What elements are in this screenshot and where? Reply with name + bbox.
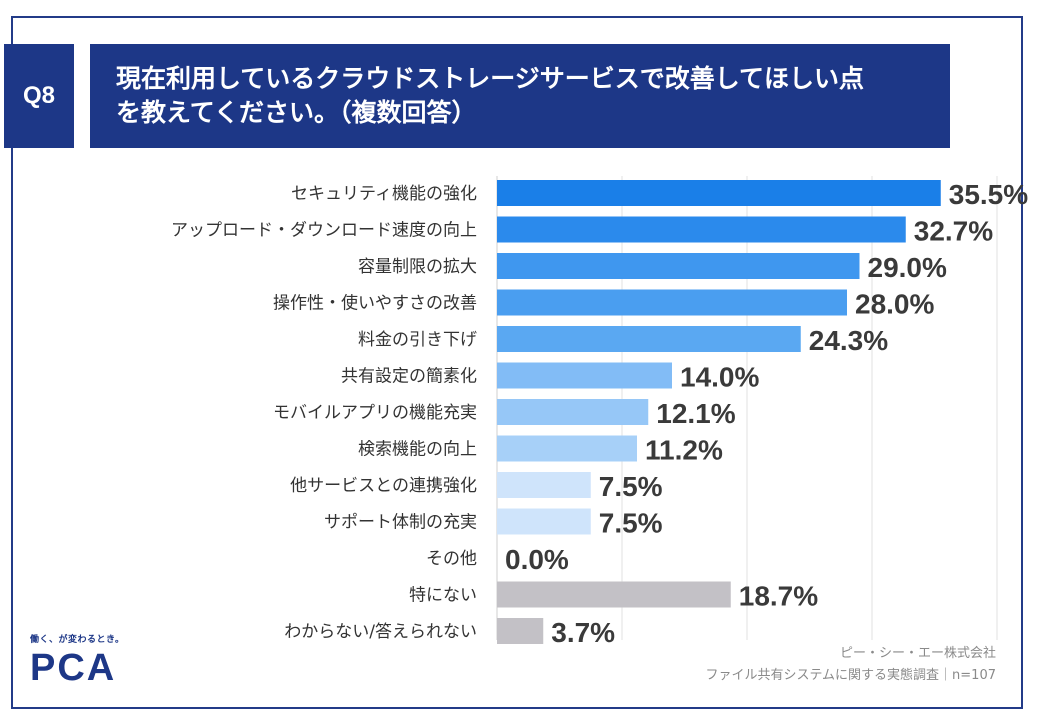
value-label: 18.7%	[739, 581, 818, 612]
value-label: 29.0%	[868, 252, 947, 283]
value-label: 24.3%	[809, 325, 888, 356]
category-label: アップロード・ダウンロード速度の向上	[171, 221, 477, 241]
value-label: 3.7%	[551, 617, 615, 648]
category-label: 容量制限の拡大	[358, 257, 477, 277]
category-label: モバイルアプリの機能充実	[273, 403, 477, 423]
bar	[497, 362, 672, 389]
value-label: 11.2%	[645, 435, 723, 466]
value-label: 12.1%	[656, 398, 735, 429]
category-label: その他	[426, 549, 477, 569]
bar	[497, 326, 801, 352]
chart-frame	[11, 16, 1023, 709]
source-company: ピー・シー・エー株式会社	[839, 646, 996, 661]
bar	[497, 435, 637, 462]
value-label: 7.5%	[599, 471, 663, 502]
logo-mark: PCA	[30, 647, 117, 689]
value-label: 0.0%	[505, 544, 569, 575]
bar	[497, 399, 649, 425]
bar	[497, 618, 544, 644]
category-label: 特にない	[409, 586, 477, 606]
value-label: 35.5%	[949, 179, 1028, 210]
category-label: わからない/答えられない	[284, 622, 477, 642]
source-survey: ファイル共有システムに関する実態調査｜n=107	[705, 668, 996, 683]
category-label: 操作性・使いやすさの改善	[273, 293, 477, 314]
bar	[497, 253, 860, 279]
bar	[497, 216, 906, 243]
category-label: 検索機能の向上	[358, 440, 477, 460]
question-number: Q8	[22, 82, 55, 109]
category-label: 他サービスとの連携強化	[290, 476, 477, 496]
source-note: ピー・シー・エー株式会社 ファイル共有システムに関する実態調査｜n=107	[705, 643, 996, 687]
value-label: 32.7%	[914, 216, 993, 247]
title-box: 現在利用しているクラウドストレージサービスで改善してほしい点 を教えてください。…	[90, 44, 950, 148]
question-title-line-2: を教えてください。（複数回答）	[116, 98, 477, 127]
category-label: 料金の引き下げ	[358, 330, 477, 350]
value-label: 28.0%	[855, 289, 934, 320]
question-badge: Q8	[4, 44, 74, 148]
bar	[497, 472, 591, 498]
bar	[497, 508, 591, 535]
category-label: セキュリティ機能の強化	[291, 184, 477, 204]
bar	[497, 180, 941, 206]
value-label: 7.5%	[599, 508, 663, 539]
bar	[497, 581, 731, 608]
category-label: 共有設定の簡素化	[341, 367, 477, 387]
category-label: サポート体制の充実	[324, 513, 477, 533]
question-title-line-1: 現在利用しているクラウドストレージサービスで改善してほしい点	[116, 64, 865, 93]
logo-tagline: 働く、が変わるとき。	[30, 635, 125, 645]
pca-logo: 働く、が変わるとき。 PCA	[30, 632, 125, 690]
bar	[497, 289, 847, 316]
value-label: 14.0%	[680, 362, 759, 393]
